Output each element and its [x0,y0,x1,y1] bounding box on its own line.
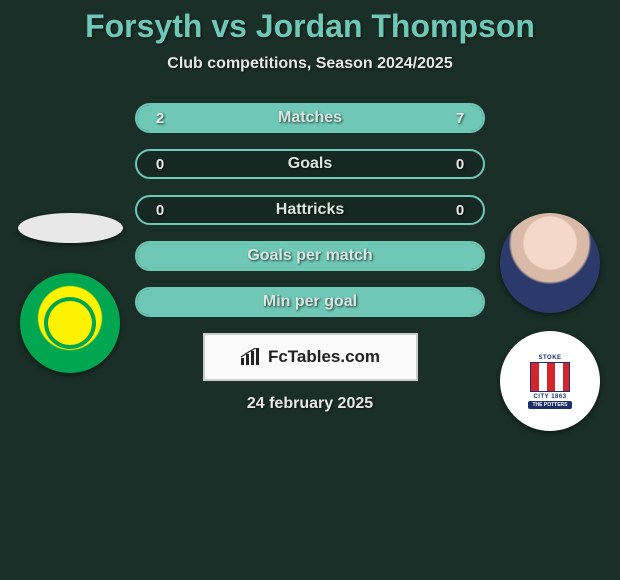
stat-row: 2 Matches 7 [135,103,485,133]
stats-area: STOKE CITY 1863 THE POTTERS 2 Matches 7 0 Go… [0,103,620,413]
stat-row: Min per goal [135,287,485,317]
stat-rows: 2 Matches 7 0 Goals 0 0 Hattricks 0 Goals per mat… [135,103,485,317]
right-player-avatar [500,213,600,313]
stoke-badge-inner: STOKE CITY 1863 THE POTTERS [515,346,585,416]
stat-row: 0 Goals 0 [135,149,485,179]
stat-label: Hattricks [276,201,344,219]
comparison-card: Forsyth vs Jordan Thompson Club competit… [0,0,620,413]
watermark-text: FcTables.com [268,347,380,367]
stat-value-right: 0 [451,202,469,219]
stoke-name-bottom: CITY 1863 [533,394,566,401]
stat-value-left: 2 [151,110,169,127]
stoke-name-top: STOKE [538,355,561,362]
stoke-year: 1863 [551,394,566,400]
subtitle: Club competitions, Season 2024/2025 [0,55,620,73]
right-club-badge: STOKE CITY 1863 THE POTTERS [500,331,600,431]
stat-value-right: 0 [451,156,469,173]
left-player-avatar-placeholder [18,213,123,243]
stat-label: Goals per match [247,247,372,265]
stat-label: Matches [278,109,342,127]
stat-fill-left [137,105,213,131]
stat-value-left: 0 [151,202,169,219]
chart-bars-icon [240,348,262,366]
stat-row: 0 Hattricks 0 [135,195,485,225]
left-player-column [10,213,130,391]
stat-row: Goals per match [135,241,485,271]
left-club-badge [20,273,120,373]
watermark[interactable]: FcTables.com [203,333,418,381]
page-title: Forsyth vs Jordan Thompson [0,8,620,45]
stat-fill-right [213,105,483,131]
stat-label: Goals [288,155,332,173]
stoke-stripes-icon [530,362,570,392]
stat-label: Min per goal [263,293,357,311]
right-player-column: STOKE CITY 1863 THE POTTERS [490,213,610,449]
stat-value-right: 7 [451,110,469,127]
stat-value-left: 0 [151,156,169,173]
stoke-motto: THE POTTERS [528,401,571,409]
